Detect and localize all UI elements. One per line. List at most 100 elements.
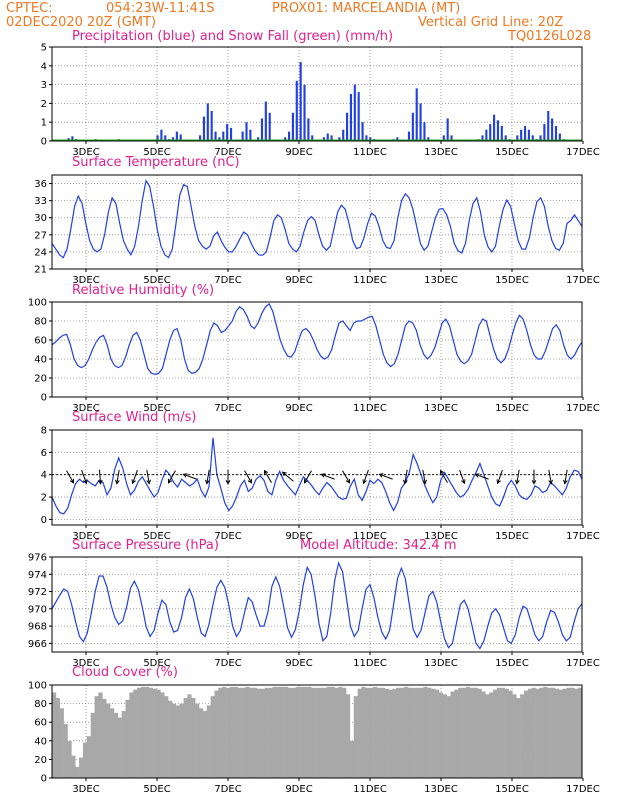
wind-arrow-head xyxy=(281,471,287,477)
wind-arrow-head xyxy=(496,479,501,485)
cloud-bar xyxy=(241,687,246,778)
cloud-bar xyxy=(287,687,293,778)
cloud-bar xyxy=(129,692,134,778)
cloud-bar xyxy=(570,687,575,778)
cloud-bar xyxy=(384,688,389,778)
wind-xtick-label: 17DEC xyxy=(566,531,600,542)
wind-arrow xyxy=(422,469,426,484)
temperature-ytick-label: 30 xyxy=(34,213,47,224)
wind-arrow xyxy=(564,469,568,484)
pressure-line xyxy=(51,561,583,650)
cloud-bar xyxy=(353,696,358,778)
cloud-xtick-label: 9DEC xyxy=(285,784,312,795)
cloud-bar xyxy=(554,688,560,778)
precip-bar xyxy=(365,135,368,141)
cloud-bar xyxy=(311,687,316,778)
cloud-bar xyxy=(113,712,119,778)
cloud-bar xyxy=(133,689,138,778)
wind-arrow-head xyxy=(548,479,553,485)
cloud-bar xyxy=(71,755,76,778)
wind-arrow-head xyxy=(263,469,269,475)
wind-line xyxy=(51,437,583,515)
cloud-bar xyxy=(202,711,208,778)
cloud-bar xyxy=(365,687,370,778)
precip-bar xyxy=(284,137,287,141)
cloud-bar xyxy=(318,687,324,778)
temperature-xtick-label: 13DEC xyxy=(424,275,458,286)
cloud-xtick-label: 3DEC xyxy=(72,784,99,795)
cloud-bar xyxy=(326,686,331,778)
cloud-bar xyxy=(79,757,84,778)
cloud-bar xyxy=(307,686,312,778)
precip-bar xyxy=(493,114,496,141)
precip-title: Precipitation (blue) and Snow Fall (gree… xyxy=(72,29,394,44)
precip-bar xyxy=(539,135,542,141)
cloud-xtick-label: 7DEC xyxy=(214,784,241,795)
cloud-bar xyxy=(98,692,103,778)
wind-arrow xyxy=(440,470,448,484)
cloud-bar xyxy=(222,686,227,778)
precip-xtick-label: 11DEC xyxy=(353,147,387,158)
cloud-bar xyxy=(535,688,540,778)
cloud-bar xyxy=(465,686,471,778)
cloud-bar xyxy=(566,687,571,778)
temperature-ytick-label: 27 xyxy=(34,230,47,241)
cloud-bar xyxy=(168,700,173,778)
header-grid-note: Vertical Grid Line: 20Z xyxy=(418,15,564,30)
cloud-bar xyxy=(280,686,285,778)
precip-bar xyxy=(346,112,349,141)
temperature-xtick-label: 17DEC xyxy=(566,275,600,286)
cloud-bar xyxy=(523,690,529,778)
humidity-ytick-label: 40 xyxy=(34,355,47,366)
cloud-bar xyxy=(485,694,490,778)
header-station: PROX01: MARCELANDIA (MT) xyxy=(272,1,461,16)
wind-arrow-head xyxy=(182,473,188,478)
precip-bar xyxy=(547,110,550,141)
cloud-bar xyxy=(237,687,242,778)
wind-arrow-head xyxy=(515,479,520,485)
pressure-ytick-label: 966 xyxy=(28,639,47,650)
cloud-bar xyxy=(380,687,385,778)
precip-bar xyxy=(369,137,372,141)
cloud-bar xyxy=(125,699,130,778)
temperature-xtick-label: 5DEC xyxy=(143,275,170,286)
humidity-xtick-label: 5DEC xyxy=(143,403,170,414)
precip-ytick-label: 3 xyxy=(41,80,47,91)
wind-arrow-head xyxy=(362,479,367,485)
cloud-bar xyxy=(175,705,180,778)
cloud-bar xyxy=(164,696,169,778)
precip-xtick-label: 17DEC xyxy=(566,147,600,158)
cloud-bar xyxy=(55,698,61,778)
wind-arrow-head xyxy=(461,479,466,485)
cloud-bar xyxy=(171,703,177,778)
precip-bar xyxy=(249,129,252,141)
cloud-bar xyxy=(249,687,254,778)
cloud-xtick-label: 15DEC xyxy=(495,784,529,795)
precip-bar xyxy=(164,135,167,141)
wind-arrow xyxy=(282,471,294,482)
precip-bar xyxy=(558,133,561,141)
precip-bar xyxy=(446,118,449,141)
cloud-xtick-label: 5DEC xyxy=(143,784,170,795)
wind-xtick-label: 13DEC xyxy=(424,531,458,542)
cloud-bar xyxy=(264,687,269,778)
temperature-title: Surface Temperature (nC) xyxy=(72,155,240,170)
cloud-bar xyxy=(303,686,308,778)
precip-xtick-label: 7DEC xyxy=(214,147,241,158)
pressure-xtick-label: 9DEC xyxy=(285,658,312,669)
pressure-xtick-label: 5DEC xyxy=(143,658,170,669)
precip-bar xyxy=(171,137,175,141)
cloud-bar xyxy=(191,698,196,778)
cloud-bar xyxy=(140,686,146,778)
cloud-bar xyxy=(94,696,99,778)
cloud-bar xyxy=(551,687,556,778)
wind-arrow-head xyxy=(531,479,537,485)
wind-arrow xyxy=(304,470,312,484)
pressure-xtick-label: 11DEC xyxy=(353,658,387,669)
humidity-xtick-label: 11DEC xyxy=(353,403,387,414)
header-source: CPTEC: xyxy=(6,1,53,16)
wind-xtick-label: 5DEC xyxy=(143,531,170,542)
wind-arrow-head xyxy=(205,479,210,485)
precip-bar xyxy=(500,125,503,141)
cloud-bar xyxy=(322,687,327,778)
